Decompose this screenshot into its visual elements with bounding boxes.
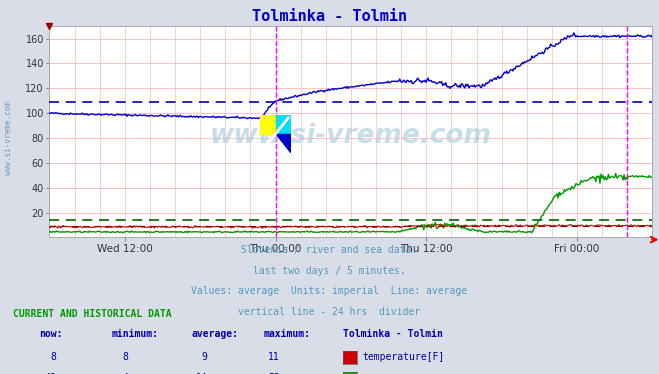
Polygon shape: [275, 134, 291, 153]
Text: 9: 9: [202, 352, 208, 362]
Text: average:: average:: [191, 329, 238, 339]
Text: www.si-vreme.com: www.si-vreme.com: [4, 101, 13, 175]
Text: www.si-vreme.com: www.si-vreme.com: [210, 123, 492, 149]
Text: CURRENT AND HISTORICAL DATA: CURRENT AND HISTORICAL DATA: [13, 309, 172, 319]
Text: 14: 14: [196, 373, 208, 374]
Text: now:: now:: [40, 329, 63, 339]
Polygon shape: [275, 115, 291, 134]
Text: vertical line - 24 hrs  divider: vertical line - 24 hrs divider: [239, 307, 420, 317]
Polygon shape: [260, 115, 275, 134]
Text: 8: 8: [123, 352, 129, 362]
Text: 4: 4: [123, 373, 129, 374]
Text: Tolminka - Tolmin: Tolminka - Tolmin: [343, 329, 443, 339]
Text: Slovenia / river and sea data.: Slovenia / river and sea data.: [241, 245, 418, 255]
Text: last two days / 5 minutes.: last two days / 5 minutes.: [253, 266, 406, 276]
Text: 52: 52: [268, 373, 280, 374]
Text: 49: 49: [44, 373, 56, 374]
Text: temperature[F]: temperature[F]: [362, 352, 445, 362]
Text: minimum:: minimum:: [112, 329, 159, 339]
Text: flow[foot3/min]: flow[foot3/min]: [362, 373, 451, 374]
Text: 8: 8: [50, 352, 56, 362]
Text: Values: average  Units: imperial  Line: average: Values: average Units: imperial Line: av…: [191, 286, 468, 296]
Text: maximum:: maximum:: [264, 329, 310, 339]
Text: 11: 11: [268, 352, 280, 362]
Text: Tolminka - Tolmin: Tolminka - Tolmin: [252, 9, 407, 24]
